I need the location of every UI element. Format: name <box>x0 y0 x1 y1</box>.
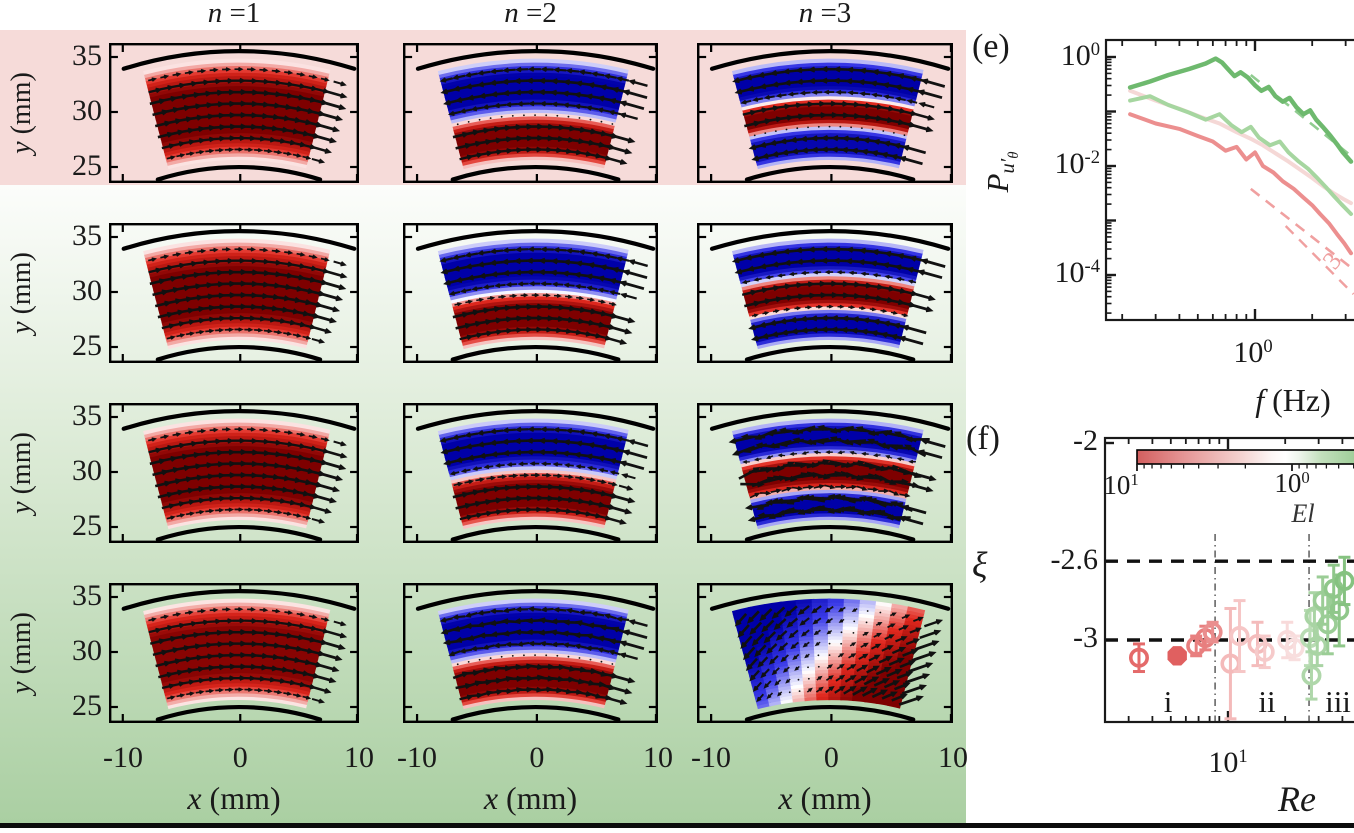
scatter-point <box>1301 665 1322 686</box>
scatter-point <box>1167 646 1187 666</box>
grid-xlabel-col1: x (mm) <box>187 780 281 816</box>
panel-e-label: (e) <box>972 28 1010 65</box>
grid-ytick-row2-30: 30 <box>72 274 102 307</box>
f-ytick-0: -2 <box>1073 424 1098 457</box>
panel-f-ylabel: ξ <box>972 545 988 585</box>
scatter-point <box>1128 647 1149 668</box>
panel-f-xlabel: Re <box>1278 779 1316 819</box>
scatter-point <box>1254 641 1275 662</box>
scatter-point <box>1202 622 1223 643</box>
grid-col-title-3: n =3 <box>798 0 852 29</box>
flow-panel-r4c1 <box>109 583 359 723</box>
grid-ytick-row2-25: 25 <box>72 329 102 362</box>
f-region-label-iii: iii <box>1325 684 1351 719</box>
grid-xtick-col3-0: 0 <box>823 741 839 774</box>
spectrum-plot <box>1104 38 1354 322</box>
el-colorbar <box>1136 449 1354 465</box>
grid-xtick-col2-0: 0 <box>529 741 545 774</box>
scatter-point <box>1307 635 1328 656</box>
spectrum-series-salmon-red <box>1128 112 1353 256</box>
grid-xtick-col2-10: 10 <box>643 741 673 774</box>
grid-ytick-row4-35: 35 <box>72 579 102 612</box>
grid-xlabel-col2: x (mm) <box>483 780 578 816</box>
scatter-point <box>1329 600 1350 621</box>
e-ytick-2: 10-4 <box>1054 255 1101 289</box>
scatter-point <box>1229 626 1250 647</box>
grid-xlabel-col3: x (mm) <box>778 780 872 816</box>
f-ytick-1: -2.6 <box>1050 543 1099 576</box>
scatter-point <box>1317 614 1338 635</box>
flow-panel-r3c3 <box>697 403 953 543</box>
flow-panel-r4c3 <box>697 583 953 723</box>
f-ytick-2: -3 <box>1073 621 1098 654</box>
scatter-point <box>1312 590 1333 611</box>
spectrum-series-dark-green <box>1127 56 1354 164</box>
grid-ytick-row1-25: 25 <box>72 149 102 182</box>
flow-panel-r1c1 <box>109 43 359 183</box>
flow-panel-r2c1 <box>109 223 359 363</box>
grid-col-title-1: n =1 <box>207 0 261 29</box>
f-colorbar-tick-left: 101 <box>1103 469 1139 500</box>
grid-ytick-row3-30: 30 <box>72 454 102 487</box>
grid-xtick-col1-10: 10 <box>344 741 374 774</box>
exponent-scatter-plot <box>1103 436 1354 724</box>
f-region-label-ii: ii <box>1258 684 1276 719</box>
flow-panel-r1c3 <box>697 43 953 183</box>
grid-ytick-row3-35: 35 <box>72 399 102 432</box>
flow-panel-r1c2 <box>403 43 658 183</box>
flow-panel-r3c2 <box>403 403 658 543</box>
grid-xtick-col3--10: -10 <box>691 741 731 774</box>
grid-xtick-col2--10: -10 <box>397 741 437 774</box>
grid-ytick-row2-35: 35 <box>72 219 102 252</box>
f-xtick-0: 101 <box>1208 745 1248 779</box>
flow-panel-r4c2 <box>403 583 658 723</box>
f-region-label-i: i <box>1163 684 1173 719</box>
grid-xtick-col1--10: -10 <box>103 741 143 774</box>
e-ytick-1: 10-2 <box>1054 146 1101 180</box>
panel-f-label: (f) <box>966 420 1000 457</box>
spectrum-series-light-green <box>1128 94 1353 216</box>
flow-panel-r2c3 <box>697 223 953 363</box>
scatter-point <box>1334 570 1354 591</box>
grid-xtick-col3-10: 10 <box>938 741 968 774</box>
f-colorbar-tick-right: 100 <box>1274 467 1310 498</box>
flow-panel-r3c1 <box>109 403 359 543</box>
f-colorbar-label: El <box>1291 499 1315 528</box>
grid-col-title-2: n =2 <box>504 0 557 29</box>
grid-ytick-row4-30: 30 <box>72 634 102 667</box>
panel-e-xlabel: f (Hz) <box>1255 382 1331 418</box>
e-ytick-0: 100 <box>1060 38 1100 72</box>
flow-panel-r2c2 <box>403 223 658 363</box>
grid-ytick-row4-25: 25 <box>72 689 102 722</box>
grid-ytick-row1-30: 30 <box>72 94 102 127</box>
grid-ytick-row3-25: 25 <box>72 509 102 542</box>
scatter-point <box>1284 637 1305 658</box>
e-xtick-0: 100 <box>1233 335 1273 369</box>
grid-xtick-col1-0: 0 <box>232 741 248 774</box>
grid-ytick-row1-35: 35 <box>72 39 102 72</box>
bottom-rule <box>0 823 1354 828</box>
